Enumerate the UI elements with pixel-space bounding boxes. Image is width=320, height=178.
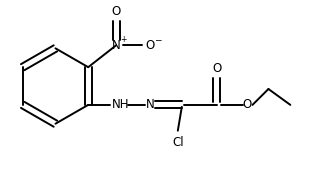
Text: O: O bbox=[212, 62, 221, 75]
Text: O: O bbox=[111, 5, 121, 18]
Text: −: − bbox=[154, 35, 162, 44]
Text: +: + bbox=[120, 35, 126, 44]
Text: O: O bbox=[242, 98, 251, 111]
Text: N: N bbox=[112, 39, 120, 52]
Text: NH: NH bbox=[112, 98, 130, 111]
Text: Cl: Cl bbox=[172, 136, 184, 149]
Text: N: N bbox=[146, 98, 154, 111]
Text: O: O bbox=[145, 39, 155, 52]
